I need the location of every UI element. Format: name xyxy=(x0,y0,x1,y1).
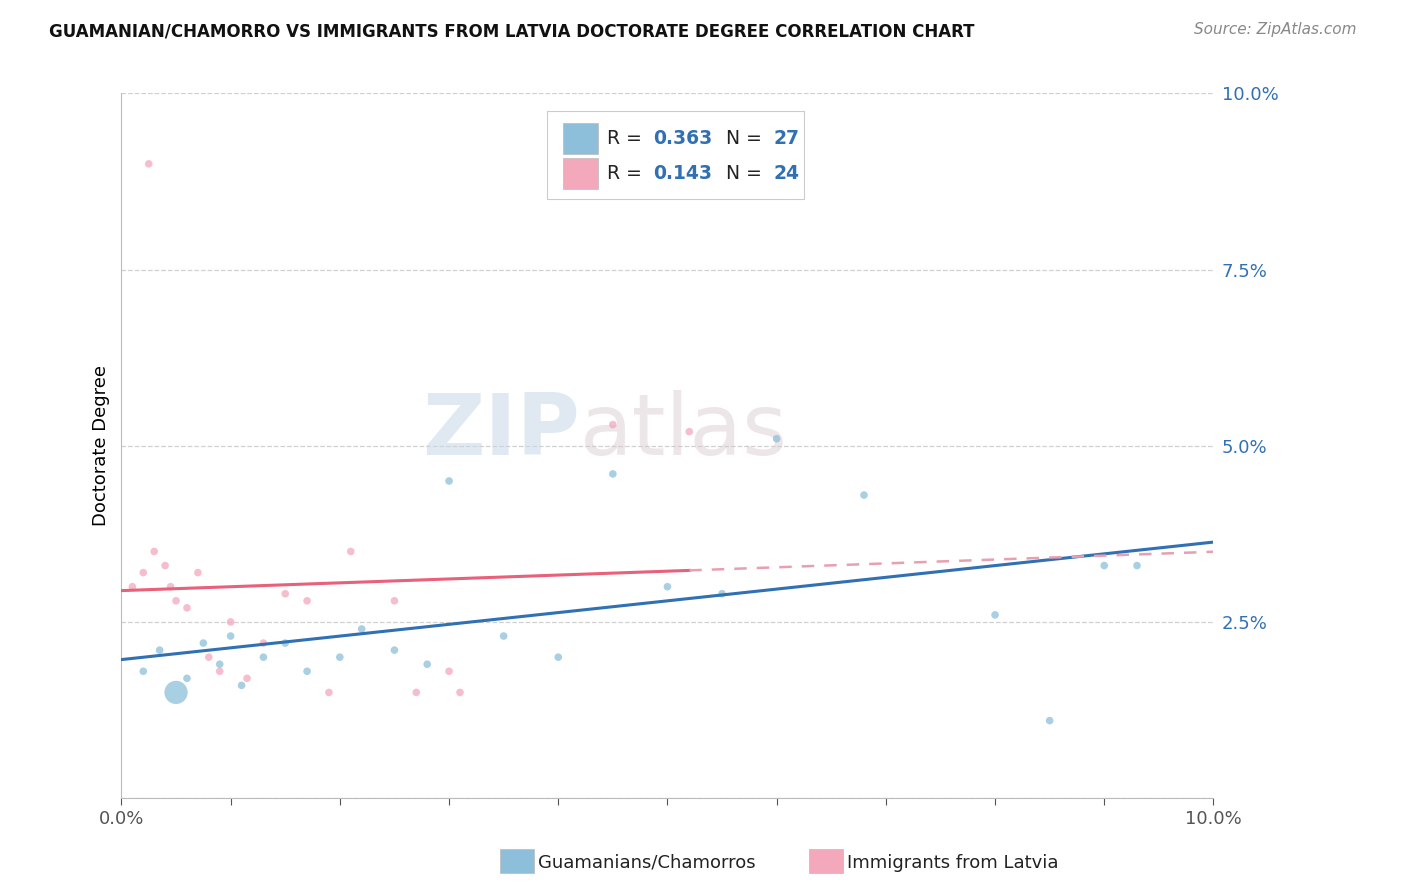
Point xyxy=(350,622,373,636)
Point xyxy=(252,636,274,650)
Point xyxy=(492,629,515,643)
Point xyxy=(339,544,361,558)
Point xyxy=(138,157,160,171)
Text: 0.143: 0.143 xyxy=(654,164,713,183)
FancyBboxPatch shape xyxy=(562,158,598,189)
Point xyxy=(176,600,198,615)
Point xyxy=(678,425,700,439)
Point xyxy=(295,594,318,608)
Point xyxy=(384,594,406,608)
Point xyxy=(208,657,231,672)
Point xyxy=(1126,558,1149,573)
Point xyxy=(159,580,181,594)
Point xyxy=(449,685,471,699)
Point xyxy=(602,417,624,432)
Point xyxy=(165,685,187,699)
Point xyxy=(165,594,187,608)
Point xyxy=(853,488,876,502)
Point xyxy=(153,558,176,573)
Point xyxy=(657,580,679,594)
Point xyxy=(219,615,242,629)
Point xyxy=(132,566,155,580)
Y-axis label: Doctorate Degree: Doctorate Degree xyxy=(93,365,110,526)
Point xyxy=(143,544,166,558)
Text: Immigrants from Latvia: Immigrants from Latvia xyxy=(848,854,1059,871)
Point xyxy=(252,650,274,665)
Point xyxy=(198,650,221,665)
Text: 27: 27 xyxy=(773,129,800,148)
Point xyxy=(274,636,297,650)
Point xyxy=(176,671,198,685)
Point xyxy=(437,474,460,488)
Point xyxy=(384,643,406,657)
Point xyxy=(318,685,340,699)
Point xyxy=(984,607,1007,622)
Text: GUAMANIAN/CHAMORRO VS IMMIGRANTS FROM LATVIA DOCTORATE DEGREE CORRELATION CHART: GUAMANIAN/CHAMORRO VS IMMIGRANTS FROM LA… xyxy=(49,22,974,40)
Text: 24: 24 xyxy=(773,164,800,183)
Point xyxy=(274,587,297,601)
Text: Guamanians/Chamorros: Guamanians/Chamorros xyxy=(538,854,755,871)
Point xyxy=(329,650,352,665)
Point xyxy=(132,665,155,679)
Point xyxy=(547,650,569,665)
Text: R =: R = xyxy=(607,129,648,148)
Point xyxy=(149,643,172,657)
Text: ZIP: ZIP xyxy=(422,390,581,473)
Text: atlas: atlas xyxy=(581,390,789,473)
FancyBboxPatch shape xyxy=(547,111,804,199)
Point xyxy=(208,665,231,679)
Point xyxy=(602,467,624,481)
Text: R =: R = xyxy=(607,164,648,183)
Point xyxy=(295,665,318,679)
Point xyxy=(193,636,215,650)
Text: N =: N = xyxy=(714,129,768,148)
Point xyxy=(231,678,253,692)
Point xyxy=(416,657,439,672)
Point xyxy=(236,671,259,685)
Point xyxy=(187,566,209,580)
Point xyxy=(1039,714,1062,728)
Text: N =: N = xyxy=(714,164,768,183)
Point xyxy=(711,587,734,601)
Text: 0.363: 0.363 xyxy=(654,129,713,148)
Point xyxy=(765,432,787,446)
Point xyxy=(219,629,242,643)
Point xyxy=(1092,558,1115,573)
Point xyxy=(121,580,143,594)
Text: Source: ZipAtlas.com: Source: ZipAtlas.com xyxy=(1194,22,1357,37)
FancyBboxPatch shape xyxy=(562,123,598,154)
Point xyxy=(405,685,427,699)
Point xyxy=(437,665,460,679)
